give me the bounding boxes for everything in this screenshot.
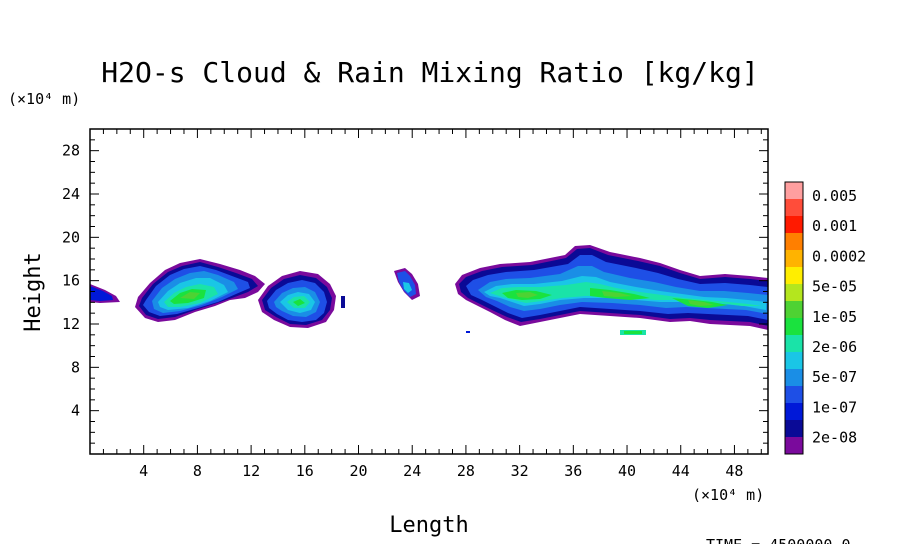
- colorbar-swatch: [785, 335, 803, 352]
- y-tick-label: 8: [71, 358, 80, 376]
- colorbar-swatch: [785, 233, 803, 250]
- x-axis-label: Length: [389, 513, 468, 538]
- chart-title: H2O-s Cloud & Rain Mixing Ratio [kg/kg]: [101, 56, 758, 89]
- colorbar-label: 2e-06: [812, 338, 857, 356]
- cloud-field: [90, 245, 768, 335]
- colorbar-swatch: [785, 437, 803, 454]
- colorbar-label: 0.0002: [812, 247, 866, 265]
- x-unit-label: (×10⁴ m): [692, 486, 764, 504]
- y-tick-label: 24: [62, 185, 80, 203]
- colorbar-label: 1e-07: [812, 398, 857, 416]
- cloud-left-edge: [90, 284, 120, 303]
- x-tick-label: 40: [618, 462, 636, 480]
- cloud-center: [341, 268, 420, 308]
- colorbar-swatch: [785, 216, 803, 233]
- x-tick-label: 36: [564, 462, 582, 480]
- colorbar-swatch: [785, 250, 803, 267]
- y-unit-label: (×10⁴ m): [8, 90, 80, 108]
- y-tick-label: 28: [62, 142, 80, 160]
- colorbar-swatch: [785, 352, 803, 369]
- x-tick-label: 24: [403, 462, 421, 480]
- colorbar-label: 1e-05: [812, 308, 857, 326]
- colorbar-swatch: [785, 386, 803, 403]
- colorbar-swatch: [785, 267, 803, 284]
- colorbar-label: 5e-05: [812, 278, 857, 296]
- cloud-west: [135, 259, 265, 322]
- colorbar-frame: [784, 181, 804, 455]
- colorbar-label: 0.001: [812, 217, 857, 235]
- x-tick-label: 12: [242, 462, 260, 480]
- x-tick-label: 4: [139, 462, 148, 480]
- x-tick-label: 8: [193, 462, 202, 480]
- x-tick-label: 48: [725, 462, 743, 480]
- colorbar-label: 0.005: [812, 187, 857, 205]
- colorbar-swatch: [785, 182, 803, 199]
- colorbar-swatch: [785, 403, 803, 420]
- x-tick-label: 44: [672, 462, 690, 480]
- y-axis-label: Height: [21, 252, 46, 331]
- y-tick-label: 16: [62, 272, 80, 290]
- colorbar-swatch: [785, 301, 803, 318]
- x-tick-label: 32: [511, 462, 529, 480]
- cloud-east: [455, 245, 768, 335]
- x-axis-ticks: 4 8 12 16 20 24 28 32 36 40 44 48: [102, 129, 762, 480]
- colorbar: 0.005 0.001 0.0002 5e-05 1e-05 2e-06 5e-07 1e-0…: [784, 181, 866, 455]
- colorbar-label: 5e-07: [812, 368, 857, 386]
- colorbar-swatch: [785, 284, 803, 301]
- colorbar-swatch: [785, 318, 803, 335]
- x-tick-label: 28: [457, 462, 475, 480]
- y-tick-label: 12: [62, 315, 80, 333]
- y-tick-label: 4: [71, 402, 80, 420]
- cloud-center-west: [258, 271, 336, 328]
- x-tick-label: 20: [349, 462, 367, 480]
- colorbar-swatch: [785, 199, 803, 216]
- colorbar-label: 2e-08: [812, 429, 857, 447]
- y-axis-ticks: 4 8 12 16 20 24 28: [62, 139, 768, 444]
- y-tick-label: 20: [62, 228, 80, 246]
- colorbar-swatch: [785, 420, 803, 437]
- time-label: TIME = 4500000.0: [706, 536, 851, 544]
- x-tick-label: 16: [296, 462, 314, 480]
- colorbar-swatch: [785, 369, 803, 386]
